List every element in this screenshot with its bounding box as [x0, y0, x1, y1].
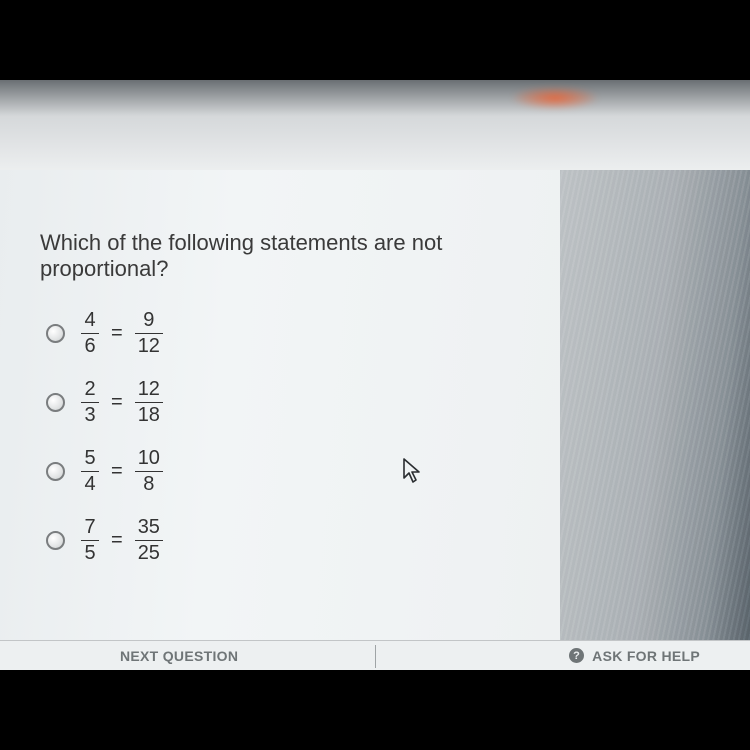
equals-sign: =: [109, 460, 125, 483]
equation-c: 5 4 = 10 8: [81, 448, 163, 495]
fraction-b1: 2 3: [81, 379, 99, 426]
equals-sign: =: [109, 322, 125, 345]
fraction-a2: 9 12: [135, 310, 163, 357]
equation-a: 4 6 = 9 12: [81, 310, 163, 357]
equals-sign: =: [109, 529, 125, 552]
footer-divider: [375, 645, 376, 668]
radio-c[interactable]: [46, 462, 65, 481]
browser-chrome: [0, 80, 750, 171]
fraction-d2: 35 25: [135, 517, 163, 564]
help-icon: ?: [569, 648, 584, 663]
option-a[interactable]: 4 6 = 9 12: [46, 310, 560, 357]
equals-sign: =: [109, 391, 125, 414]
next-question-button[interactable]: NEXT QUESTION: [120, 648, 238, 664]
fraction-c1: 5 4: [81, 448, 99, 495]
fraction-c2: 10 8: [135, 448, 163, 495]
ask-for-help-label: ASK FOR HELP: [592, 648, 700, 664]
question-panel: Which of the following statements are no…: [0, 170, 560, 640]
fraction-b2: 12 18: [135, 379, 163, 426]
options-list: 4 6 = 9 12 2: [46, 310, 560, 564]
option-c[interactable]: 5 4 = 10 8: [46, 448, 560, 495]
option-d[interactable]: 7 5 = 35 25: [46, 517, 560, 564]
question-text: Which of the following statements are no…: [40, 230, 560, 282]
equation-d: 7 5 = 35 25: [81, 517, 163, 564]
radio-d[interactable]: [46, 531, 65, 550]
option-b[interactable]: 2 3 = 12 18: [46, 379, 560, 426]
footer-bar: NEXT QUESTION ? ASK FOR HELP: [0, 640, 750, 670]
notification-blur: [510, 86, 600, 110]
fraction-d1: 7 5: [81, 517, 99, 564]
screen-photo: Which of the following statements are no…: [0, 80, 750, 670]
fraction-a1: 4 6: [81, 310, 99, 357]
radio-b[interactable]: [46, 393, 65, 412]
ask-for-help-button[interactable]: ? ASK FOR HELP: [569, 648, 700, 664]
radio-a[interactable]: [46, 324, 65, 343]
equation-b: 2 3 = 12 18: [81, 379, 163, 426]
screen-glare-right: [560, 170, 750, 640]
